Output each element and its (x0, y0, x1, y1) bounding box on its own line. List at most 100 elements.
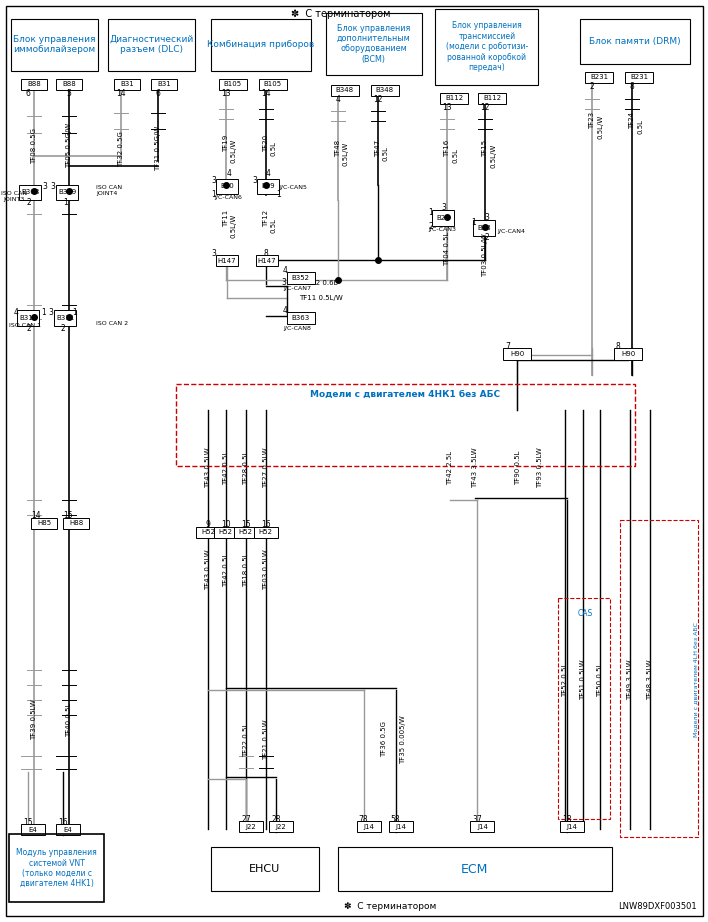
Text: TF47: TF47 (375, 140, 381, 157)
Text: TF39 0.5LW: TF39 0.5LW (31, 699, 38, 740)
Text: 0.5L: 0.5L (270, 141, 277, 156)
Text: H52: H52 (201, 529, 215, 536)
Text: 2: 2 (27, 324, 32, 333)
Text: 0.5L: 0.5L (637, 119, 643, 134)
Text: 13: 13 (442, 103, 452, 112)
Text: 4: 4 (266, 169, 270, 178)
Text: B363: B363 (292, 315, 310, 321)
Bar (9, 834, 104, 903)
Text: B352: B352 (292, 276, 309, 281)
Text: 1: 1 (471, 218, 476, 227)
Text: 3: 3 (484, 213, 489, 222)
Bar (287, 313, 315, 325)
Bar (211, 18, 311, 71)
Bar (216, 179, 238, 195)
Text: B88: B88 (28, 81, 41, 88)
Bar (31, 518, 57, 529)
Text: TF12: TF12 (263, 210, 269, 227)
Text: Блок управления
дополнительным
оборудованием
(BCM): Блок управления дополнительным оборудова… (337, 24, 411, 64)
Text: B105: B105 (224, 81, 242, 88)
Bar (239, 822, 263, 833)
Text: TF16: TF16 (445, 140, 450, 157)
Text: B309: B309 (58, 190, 76, 195)
Text: Блок памяти (DRM): Блок памяти (DRM) (589, 37, 681, 46)
Text: 8: 8 (616, 342, 620, 350)
Text: 0.5L/W: 0.5L/W (343, 141, 348, 166)
Bar (56, 184, 78, 200)
Text: TF05 0.5G/W: TF05 0.5G/W (66, 123, 72, 168)
Text: 2: 2 (27, 198, 32, 207)
Text: TF49 3.5LW: TF49 3.5LW (627, 659, 633, 700)
Text: J/C-CAN6: J/C-CAN6 (214, 195, 241, 200)
Text: LNW89DXF003501: LNW89DXF003501 (618, 902, 697, 911)
Text: 0.5L: 0.5L (270, 218, 277, 233)
Text: 1: 1 (41, 308, 45, 317)
Text: TF35 0.005/W: TF35 0.005/W (401, 715, 406, 763)
Text: J/C-CAN7: J/C-CAN7 (284, 286, 312, 290)
Bar (234, 526, 258, 538)
Text: B105: B105 (263, 81, 282, 88)
Text: J/C-CAN5: J/C-CAN5 (280, 185, 308, 190)
Text: 13: 13 (221, 89, 231, 98)
Text: 8: 8 (263, 249, 268, 258)
Bar (357, 822, 381, 833)
Bar (503, 349, 531, 361)
Bar (211, 847, 319, 892)
Bar (269, 822, 292, 833)
Text: 3: 3 (441, 203, 446, 212)
Text: Модуль управления
системой VNT
(только модели с
двигателем 4HK1): Модуль управления системой VNT (только м… (16, 848, 97, 889)
Text: 2: 2 (484, 233, 489, 242)
Text: Диагностический
разъем (DLC): Диагностический разъем (DLC) (109, 35, 193, 54)
Text: B31: B31 (157, 81, 171, 88)
Text: 6: 6 (156, 89, 161, 98)
Bar (114, 78, 140, 89)
Bar (433, 210, 455, 227)
Text: J14: J14 (477, 824, 488, 830)
Text: TF42 2.5L: TF42 2.5L (447, 451, 453, 485)
Bar (331, 85, 359, 96)
Bar (614, 349, 642, 361)
Text: TF21 0.5LW: TF21 0.5LW (263, 719, 269, 760)
Text: B348: B348 (375, 88, 394, 93)
Text: B29: B29 (261, 183, 275, 190)
Text: B308: B308 (21, 190, 40, 195)
Text: ISO CAN 1: ISO CAN 1 (9, 323, 41, 327)
Text: 3: 3 (49, 308, 54, 317)
Text: TF22 0.5L: TF22 0.5L (243, 722, 249, 757)
Text: 0.5L/W: 0.5L/W (597, 114, 603, 138)
Text: TF31 0.5G/W: TF31 0.5G/W (155, 126, 161, 171)
Text: 0.5L: 0.5L (382, 146, 389, 161)
Text: E4: E4 (64, 827, 72, 833)
Bar (474, 220, 496, 236)
Text: TF23: TF23 (589, 112, 595, 129)
Text: TF11: TF11 (223, 210, 229, 227)
Text: 1: 1 (63, 198, 67, 207)
Bar (560, 822, 584, 833)
Text: H52: H52 (219, 529, 233, 536)
Text: 3: 3 (42, 182, 47, 191)
Text: 4: 4 (14, 308, 18, 317)
Text: TF52 0.5L: TF52 0.5L (562, 663, 569, 697)
Text: TF43 3.5LW: TF43 3.5LW (472, 448, 479, 489)
Text: TF43 0.5LW: TF43 0.5LW (205, 550, 211, 590)
Text: B28: B28 (478, 225, 491, 231)
Text: 4: 4 (282, 266, 287, 275)
Bar (435, 9, 538, 85)
Text: TF50 0.5L: TF50 0.5L (597, 662, 603, 697)
Text: Модели с двигателем 4НК1 без АБС: Модели с двигателем 4НК1 без АБС (311, 390, 501, 398)
Bar (196, 526, 220, 538)
Bar (63, 518, 89, 529)
Text: TF08 0.5G: TF08 0.5G (31, 127, 38, 163)
Bar (287, 272, 315, 284)
Text: B31: B31 (120, 81, 134, 88)
Bar (479, 93, 506, 103)
Text: TF51 0.5LW: TF51 0.5LW (581, 659, 586, 700)
Text: 12: 12 (373, 95, 382, 104)
Text: H52: H52 (239, 529, 253, 536)
Bar (586, 72, 613, 83)
Text: TF28 0.5L: TF28 0.5L (243, 451, 249, 485)
Text: TF90 0.5L: TF90 0.5L (515, 451, 521, 485)
Text: 8: 8 (629, 82, 634, 91)
Bar (21, 78, 47, 89)
Text: TF93 0.5LW: TF93 0.5LW (537, 447, 543, 489)
